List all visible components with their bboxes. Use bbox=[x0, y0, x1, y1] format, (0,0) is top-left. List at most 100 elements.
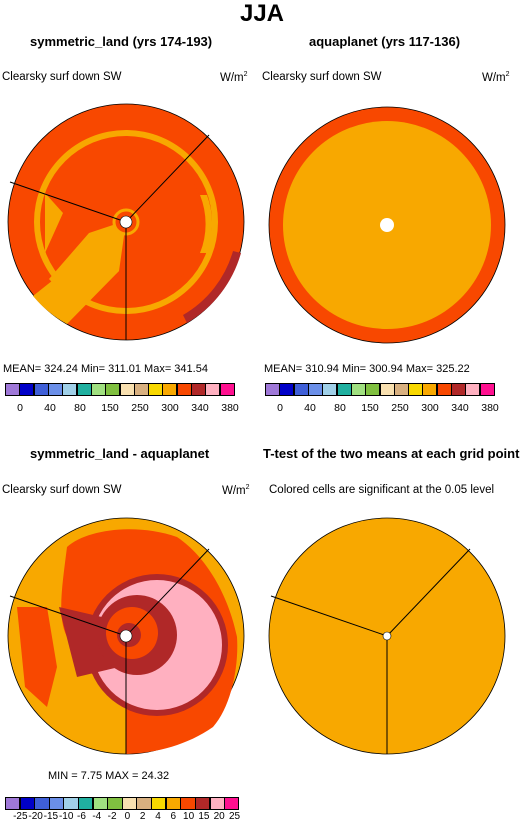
colorbar-cell bbox=[136, 797, 152, 810]
colorbar-cell bbox=[5, 383, 20, 396]
colorbar-cell bbox=[33, 383, 49, 396]
panel-1-stats: MEAN= 324.24 Min= 311.01 Max= 341.54 bbox=[3, 363, 208, 375]
colorbar-label: 380 bbox=[481, 402, 499, 414]
colorbar-cell bbox=[62, 383, 78, 396]
colorbar-cell bbox=[19, 383, 35, 396]
land-boundary-1 bbox=[125, 134, 210, 223]
pole-marker bbox=[119, 629, 133, 643]
panel-1-map bbox=[7, 103, 245, 341]
colorbar-cell bbox=[393, 383, 409, 396]
panel-3-colorbar bbox=[5, 797, 240, 810]
colorbar-label: 6 bbox=[170, 811, 177, 822]
land-boundary-2 bbox=[9, 181, 127, 223]
panel-1-field-label: Clearsky surf down SW bbox=[2, 71, 122, 83]
rim-edge bbox=[183, 251, 241, 323]
colorbar-cell bbox=[180, 797, 196, 810]
colorbar-cell bbox=[90, 383, 106, 396]
colorbar-cell bbox=[34, 797, 50, 810]
pole-marker bbox=[382, 631, 392, 641]
colorbar-label: -2 bbox=[107, 811, 117, 822]
colorbar-cell bbox=[5, 797, 21, 810]
colorbar-cell bbox=[105, 383, 121, 396]
land-boundary-1 bbox=[386, 548, 471, 637]
panel-3-stats: MIN = 7.75 MAX = 24.32 bbox=[48, 770, 170, 782]
colorbar-label: 0 bbox=[17, 402, 23, 414]
orange-patch-lower bbox=[49, 223, 119, 309]
panel-2-title: aquaplanet (yrs 117-136) bbox=[309, 34, 461, 49]
panel-3-map bbox=[7, 517, 245, 755]
colorbar-cell bbox=[307, 383, 323, 396]
colorbar-label: 340 bbox=[191, 402, 209, 414]
panel-3-units: W/m2 bbox=[222, 484, 250, 497]
colorbar-cell bbox=[350, 383, 366, 396]
panel-1-units: W/m2 bbox=[220, 71, 248, 84]
colorbar-cell bbox=[165, 797, 181, 810]
colorbar-cell bbox=[176, 383, 192, 396]
colorbar-cell bbox=[365, 383, 381, 396]
colorbar-cell bbox=[436, 383, 452, 396]
colorbar-cell bbox=[48, 797, 65, 810]
orange-patch-left bbox=[45, 193, 63, 253]
colorbar-cell bbox=[451, 383, 467, 396]
colorbar-cell bbox=[422, 383, 438, 396]
page-title: JJA bbox=[239, 0, 285, 27]
colorbar-label: 20 bbox=[213, 811, 225, 822]
colorbar-cell bbox=[92, 797, 108, 810]
ring-gap-right bbox=[200, 195, 213, 253]
panel-3-title: symmetric_land - aquaplanet bbox=[30, 446, 210, 461]
colorbar-cell bbox=[19, 797, 35, 810]
colorbar-label: -6 bbox=[77, 811, 86, 822]
colorbar-label: 150 bbox=[361, 402, 379, 414]
colorbar-label: 40 bbox=[304, 402, 316, 414]
colorbar-cell bbox=[279, 383, 295, 396]
colorbar-cell bbox=[465, 383, 481, 396]
colorbar-cell bbox=[63, 797, 79, 810]
colorbar-cell bbox=[479, 383, 495, 396]
colorbar-cell bbox=[119, 383, 135, 396]
colorbar-label: -15 bbox=[43, 811, 59, 822]
panel-2-stats: MEAN= 310.94 Min= 300.94 Max= 325.22 bbox=[264, 363, 470, 375]
colorbar-cell bbox=[162, 383, 178, 396]
colorbar-cell bbox=[121, 797, 138, 810]
panel-2-map bbox=[268, 106, 506, 344]
colorbar-cell bbox=[151, 797, 167, 810]
colorbar-label: 2 bbox=[139, 811, 146, 822]
colorbar-cell bbox=[293, 383, 309, 396]
panel-1-colorbar bbox=[5, 383, 235, 396]
colorbar-label: 80 bbox=[334, 402, 346, 414]
colorbar-label: -4 bbox=[92, 811, 102, 822]
colorbar-label: 25 bbox=[228, 811, 241, 822]
colorbar-cell bbox=[408, 383, 424, 396]
colorbar-label: -10 bbox=[58, 811, 74, 822]
colorbar-label: -25 bbox=[13, 811, 28, 822]
colorbar-label: 250 bbox=[131, 402, 149, 414]
colorbar-cell bbox=[76, 383, 92, 396]
panel-4-map bbox=[268, 517, 506, 755]
panel-4-title: T-test of the two means at each grid poi… bbox=[263, 446, 520, 461]
colorbar-cell bbox=[265, 383, 280, 396]
colorbar-label: 80 bbox=[74, 402, 86, 414]
colorbar-cell bbox=[336, 383, 352, 396]
colorbar-cell bbox=[219, 383, 235, 396]
colorbar-cell bbox=[148, 383, 164, 396]
colorbar-label: 40 bbox=[44, 402, 56, 414]
land-boundary-2 bbox=[270, 595, 388, 637]
colorbar-cell bbox=[47, 383, 63, 396]
panel-2-units: W/m2 bbox=[482, 71, 510, 84]
colorbar-label: 0 bbox=[277, 402, 283, 414]
panel-2-field-label: Clearsky surf down SW bbox=[262, 71, 382, 83]
colorbar-cell bbox=[209, 797, 225, 810]
colorbar-label: 300 bbox=[161, 402, 179, 414]
colorbar-cell bbox=[322, 383, 338, 396]
colorbar-label: 300 bbox=[421, 402, 439, 414]
colorbar-label: 15 bbox=[198, 811, 210, 822]
colorbar-cell bbox=[78, 797, 94, 810]
colorbar-cell bbox=[133, 383, 149, 396]
colorbar-label: 0 bbox=[124, 811, 131, 822]
colorbar-cell bbox=[379, 383, 395, 396]
land-boundary-2 bbox=[9, 595, 127, 637]
panel-3-field-label: Clearsky surf down SW bbox=[2, 484, 122, 496]
colorbar-cell bbox=[205, 383, 221, 396]
land-boundary-1 bbox=[125, 548, 210, 637]
pole-marker bbox=[380, 218, 394, 232]
